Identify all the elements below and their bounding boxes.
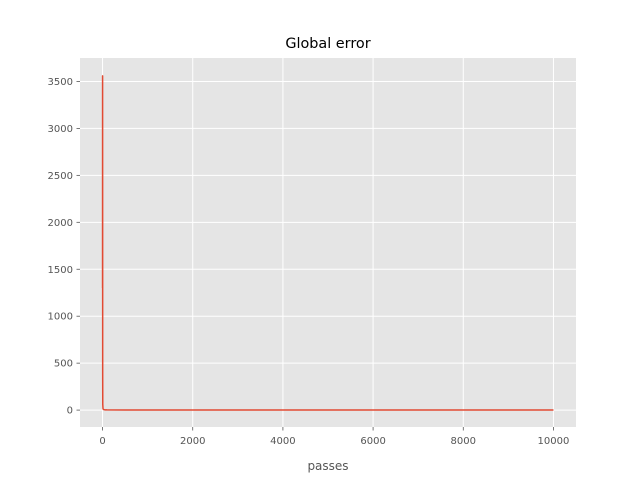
x-tick-label: 6000: [360, 436, 385, 447]
chart-title: Global error: [285, 36, 370, 52]
y-tick-label: 0: [67, 406, 73, 417]
y-axis: 0 500 1000 1500 2000 2500 3000 3500: [48, 77, 80, 417]
x-tick-label: 0: [99, 436, 105, 447]
grid-lines: [80, 58, 576, 427]
series-line: [101, 75, 554, 411]
x-tick-label: 2000: [180, 436, 205, 447]
x-axis-label: passes: [307, 459, 348, 473]
x-tick-label: 8000: [451, 436, 476, 447]
y-tick-label: 1000: [48, 312, 73, 323]
series-layer: [101, 75, 554, 411]
x-tick-label: 4000: [270, 436, 295, 447]
x-axis: 0 2000 4000 6000 8000 10000: [99, 427, 569, 447]
x-tick-label: 10000: [538, 436, 570, 447]
y-tick-label: 1500: [48, 265, 73, 276]
plot-area: [80, 58, 576, 427]
y-tick-label: 3000: [48, 124, 73, 135]
y-tick-label: 2000: [48, 218, 73, 229]
y-tick-label: 3500: [48, 77, 73, 88]
y-tick-label: 500: [54, 359, 73, 370]
y-tick-label: 2500: [48, 171, 73, 182]
